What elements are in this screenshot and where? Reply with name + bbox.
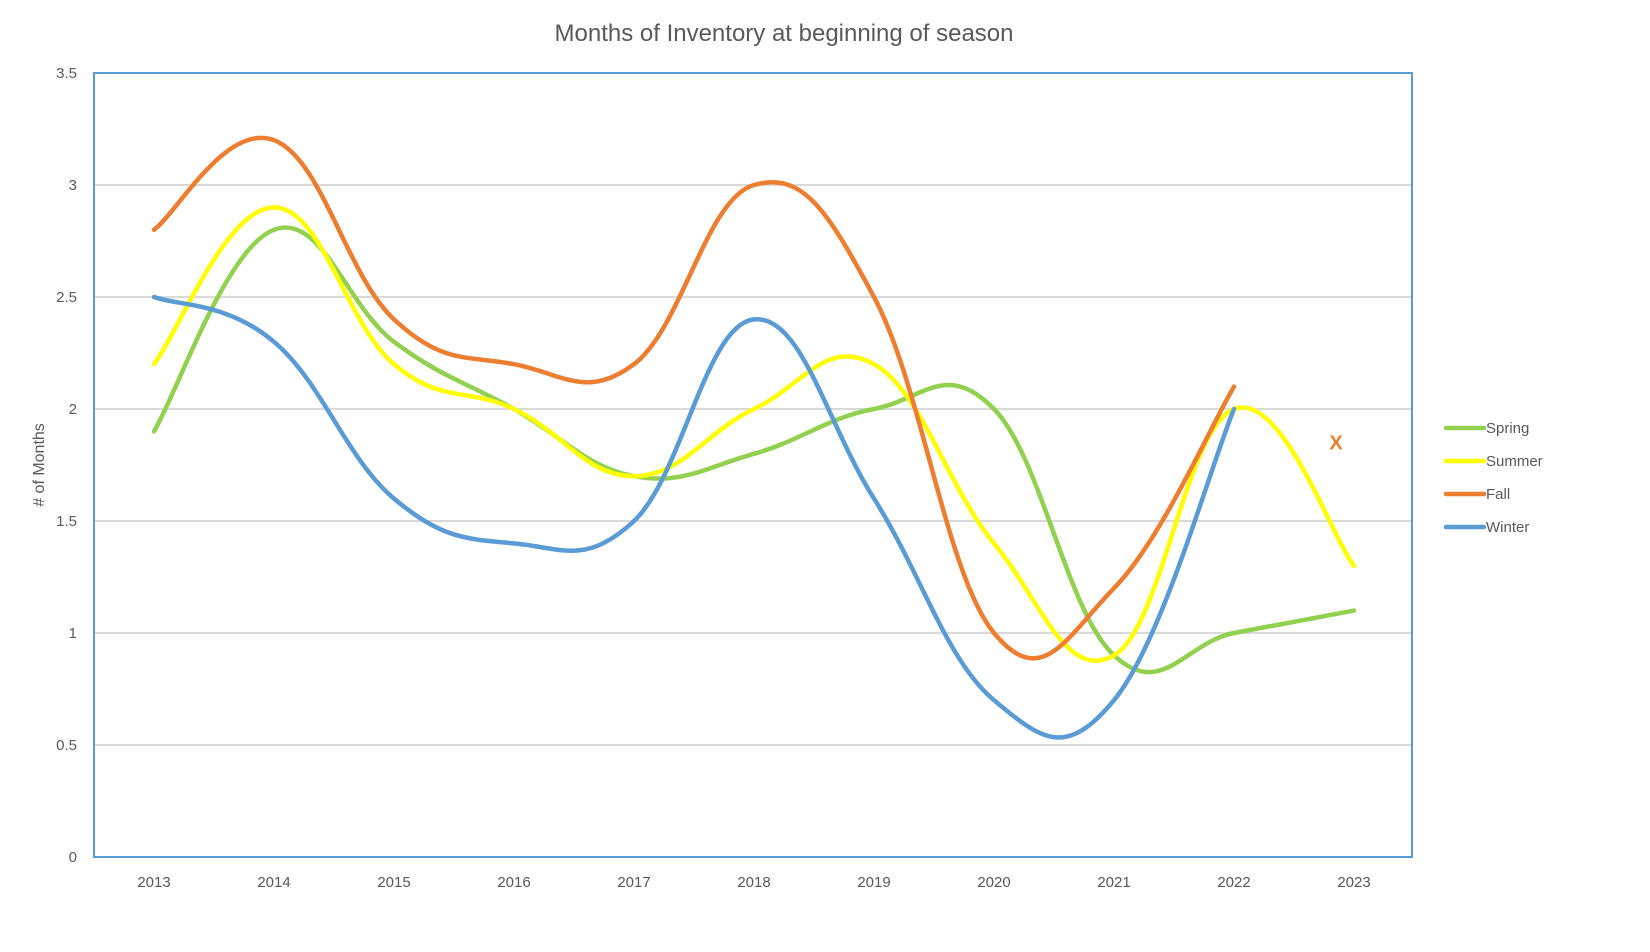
plot-area-frame (93, 72, 1413, 858)
y-tick-label: 0 (69, 849, 77, 866)
x-tick-label: 2016 (497, 874, 530, 891)
annotation-marker: X (1329, 433, 1343, 455)
y-tick-label: 1 (69, 625, 77, 642)
x-tick-label: 2013 (137, 874, 170, 891)
x-tick-label: 2021 (1097, 874, 1130, 891)
y-tick-label: 2.5 (56, 289, 77, 306)
x-tick-label: 2020 (977, 874, 1010, 891)
y-tick-label: 0.5 (56, 737, 77, 754)
series-line-spring (151, 225, 1357, 675)
legend-item-winter[interactable]: Winter (1443, 519, 1529, 536)
y-tick-label: 2 (69, 401, 77, 418)
x-tick-label: 2015 (377, 874, 410, 891)
annotations: X (1329, 433, 1343, 455)
legend-label: Fall (1486, 486, 1510, 503)
legend-label: Summer (1486, 453, 1543, 470)
y-axis-label: # of Months (31, 423, 48, 507)
y-axis-ticks: 0 0.5 1 1.5 2 2.5 3 3.5 (56, 65, 77, 866)
legend-item-summer[interactable]: Summer (1443, 453, 1543, 470)
series-line-summer (151, 205, 1357, 663)
series-lines (151, 135, 1357, 740)
x-tick-label: 2019 (857, 874, 890, 891)
x-tick-label: 2014 (257, 874, 290, 891)
x-tick-label: 2017 (617, 874, 650, 891)
legend-item-fall[interactable]: Fall (1443, 486, 1510, 503)
x-axis-ticks: 2013 2014 2015 2016 2017 2018 2019 2020 2021 2022… (137, 874, 1370, 891)
y-tick-label: 3 (69, 177, 77, 194)
y-tick-label: 3.5 (56, 65, 77, 82)
legend-item-spring[interactable]: Spring (1443, 420, 1529, 437)
x-tick-label: 2023 (1337, 874, 1370, 891)
x-tick-label: 2022 (1217, 874, 1250, 891)
y-tick-label: 1.5 (56, 513, 77, 530)
chart-title: Months of Inventory at beginning of seas… (555, 20, 1014, 47)
x-tick-label: 2018 (737, 874, 770, 891)
legend: Spring Summer Fall Winter (1443, 420, 1543, 536)
gridlines (94, 184, 1412, 858)
legend-label: Spring (1486, 420, 1529, 437)
legend-label: Winter (1486, 519, 1529, 536)
series-line-fall (151, 135, 1237, 661)
series-line-winter (151, 294, 1237, 740)
